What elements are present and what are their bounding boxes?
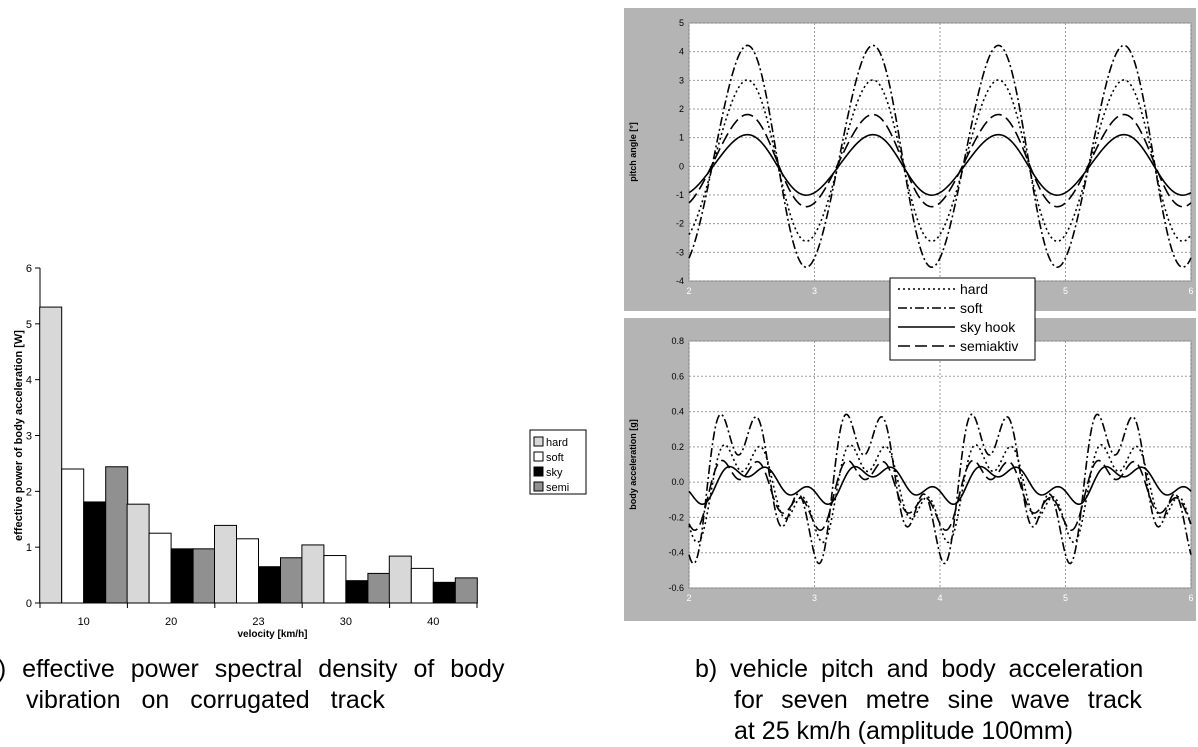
bar-sky bbox=[170, 548, 194, 604]
x-tick-label: 6 bbox=[1188, 286, 1193, 296]
y-tick-label: -0.4 bbox=[668, 548, 684, 558]
legend-label-hard: hard bbox=[546, 437, 568, 449]
x-tick-label: 5 bbox=[1063, 286, 1068, 296]
y-tick-label: 3 bbox=[26, 431, 32, 443]
legend-label-soft: soft bbox=[960, 300, 983, 316]
y-tick-label: -4 bbox=[676, 276, 684, 286]
bar-soft bbox=[61, 468, 85, 604]
x-tick-label: 23 bbox=[252, 616, 264, 628]
bar-hard bbox=[214, 524, 237, 604]
bar-sky bbox=[83, 501, 107, 604]
series-line-semiaktiv bbox=[688, 113, 1192, 208]
x-tick-label: 2 bbox=[686, 286, 691, 296]
bar-semi bbox=[105, 466, 129, 604]
legend-label-hard: hard bbox=[960, 281, 988, 297]
bar-soft bbox=[236, 538, 259, 604]
x-tick-label: 30 bbox=[340, 616, 352, 628]
y-tick-label: 0.6 bbox=[671, 371, 684, 381]
y-tick-label: 4 bbox=[26, 375, 32, 387]
x-tick-label: 6 bbox=[1188, 593, 1193, 603]
series-line-soft bbox=[688, 44, 1192, 268]
x-tick-label: 4 bbox=[937, 593, 942, 603]
x-tick-label: 3 bbox=[812, 286, 817, 296]
series-line-hard bbox=[688, 79, 1192, 243]
y-tick-label: 2 bbox=[26, 486, 32, 498]
bar-semi bbox=[192, 548, 216, 604]
x-tick-label: 3 bbox=[812, 593, 817, 603]
caption-b-line2: for seven metre sine wave track bbox=[734, 686, 1142, 714]
y-tick-label: 5 bbox=[679, 18, 684, 28]
y-tick-label: 4 bbox=[679, 47, 684, 57]
x-tick-label: 20 bbox=[165, 616, 177, 628]
bar-soft bbox=[148, 532, 172, 604]
x-tick-label: 2 bbox=[686, 593, 691, 603]
legend-swatch-hard bbox=[533, 436, 544, 447]
caption-b: b) vehicle pitch and body acceleration f… bbox=[695, 654, 1195, 747]
y-tick-label: 0.2 bbox=[671, 442, 684, 452]
y-axis-label: effective power of body acceleration [W] bbox=[13, 330, 25, 541]
y-tick-label: 5 bbox=[26, 319, 32, 331]
x-tick-label: 5 bbox=[1063, 593, 1068, 603]
bar-hard bbox=[301, 544, 325, 604]
y-tick-label: -3 bbox=[676, 247, 684, 257]
bar-semi bbox=[367, 572, 391, 604]
legend-right: hard soft sky hook semiaktiv bbox=[889, 277, 1036, 361]
bar-soft bbox=[410, 567, 434, 604]
x-tick-label: 40 bbox=[427, 616, 439, 628]
legend-swatch-semi bbox=[533, 481, 544, 492]
caption-a: a) effective power spectral density of b… bbox=[0, 654, 584, 716]
series-line-hard bbox=[688, 444, 1192, 544]
y-tick-label: 1 bbox=[679, 133, 684, 143]
bar-sky bbox=[258, 566, 281, 604]
y-tick-label: 1 bbox=[26, 542, 32, 554]
legend-label-sky-hook: sky hook bbox=[960, 319, 1016, 335]
bar-soft bbox=[323, 555, 347, 604]
caption-a-line2: vibration on corrugated track bbox=[26, 686, 385, 714]
x-axis-label: velocity [km/h] bbox=[237, 629, 307, 640]
legend-label-soft: soft bbox=[546, 452, 564, 464]
series-line-soft bbox=[688, 413, 1192, 565]
y-tick-label: -1 bbox=[676, 190, 684, 200]
caption-b-line3: at 25 km/h (amplitude 100mm) bbox=[734, 717, 1074, 745]
bar-semi bbox=[454, 577, 478, 604]
series-line-sky-hook bbox=[688, 133, 1192, 196]
y-tick-label: 0 bbox=[26, 598, 32, 610]
bar-sky bbox=[432, 581, 456, 604]
y-tick-label: 2 bbox=[679, 104, 684, 114]
y-tick-label: -0.2 bbox=[668, 512, 684, 522]
legend-box bbox=[889, 277, 1036, 361]
bar-semi bbox=[280, 557, 303, 604]
bar-hard bbox=[126, 503, 150, 604]
legend-label-semiaktiv: semiaktiv bbox=[960, 338, 1018, 354]
y-tick-label: 0.4 bbox=[671, 407, 684, 417]
y-tick-label: -0.6 bbox=[668, 583, 684, 593]
legend-swatch-soft bbox=[533, 451, 544, 462]
legend-left: hard soft sky semi bbox=[529, 429, 587, 495]
x-tick-label: 10 bbox=[78, 616, 90, 628]
caption-a-line1: a) effective power spectral density of b… bbox=[0, 655, 505, 683]
bar-hard bbox=[388, 555, 412, 604]
y-tick-label: 0.8 bbox=[671, 336, 684, 346]
bar-hard bbox=[39, 306, 63, 604]
caption-b-line1: b) vehicle pitch and body acceleration bbox=[695, 655, 1144, 683]
y-tick-label: 6 bbox=[26, 263, 32, 275]
legend-label-semi: semi bbox=[546, 482, 569, 494]
y-tick-label: 0.0 bbox=[671, 477, 684, 487]
series-line-semiaktiv bbox=[688, 459, 1192, 532]
legend-label-sky: sky bbox=[546, 467, 563, 479]
y-tick-label: 0 bbox=[679, 161, 684, 171]
legend-swatch-sky bbox=[533, 466, 544, 477]
y-axis-label: pitch angle [°] bbox=[628, 122, 638, 182]
y-tick-label: 3 bbox=[679, 75, 684, 85]
y-axis-label: body acceleration [g] bbox=[628, 419, 638, 510]
y-tick-label: -2 bbox=[676, 219, 684, 229]
bar-sky bbox=[345, 580, 369, 604]
series-line-sky-hook bbox=[688, 465, 1192, 506]
